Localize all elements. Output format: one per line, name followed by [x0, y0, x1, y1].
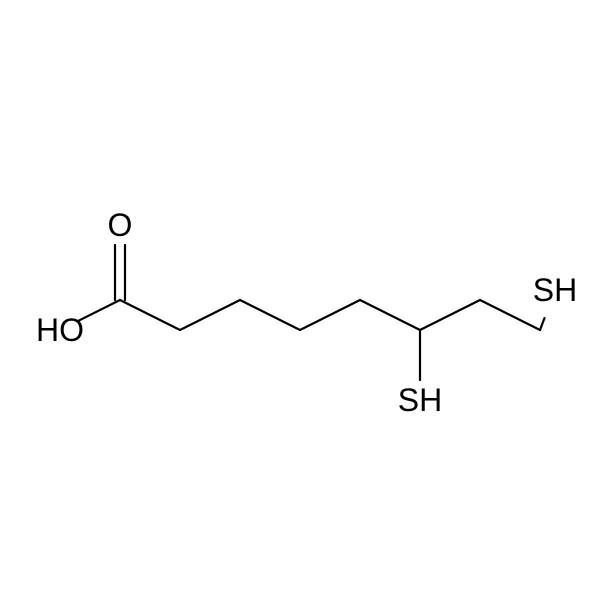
bond: [480, 300, 540, 330]
bond: [360, 300, 420, 330]
bond: [78, 300, 120, 321]
atom-label: SH: [398, 382, 442, 418]
atom-label: HO: [36, 312, 84, 348]
bond: [240, 300, 300, 330]
bond: [540, 318, 544, 330]
bond: [420, 300, 480, 330]
bond: [300, 300, 360, 330]
atom-label: SH: [533, 272, 577, 308]
atom-label: O: [108, 207, 133, 243]
molecule-canvas: HO O SH SH: [0, 0, 600, 600]
bond: [180, 300, 240, 330]
bond: [120, 300, 180, 330]
